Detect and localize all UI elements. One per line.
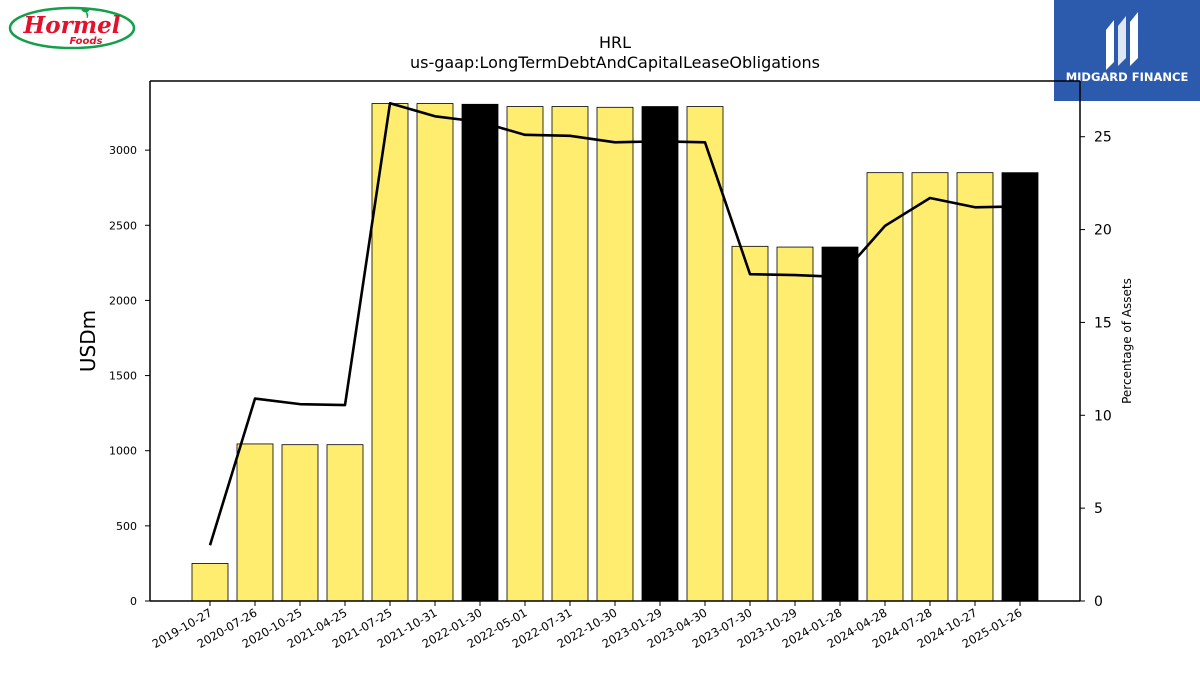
bar-2021-10-31 bbox=[416, 103, 454, 602]
y-tick-label: 500 bbox=[116, 520, 137, 533]
y-right-tick-label: 5 bbox=[1094, 501, 1103, 517]
y-right-tick-label: 0 bbox=[1094, 594, 1103, 610]
bar-2021-07-25 bbox=[371, 103, 409, 602]
bar-2022-07-31 bbox=[551, 106, 589, 602]
chart-subtitle: us-gaap:LongTermDebtAndCapitalLeaseOblig… bbox=[410, 53, 820, 72]
bar-2020-07-26 bbox=[236, 443, 274, 602]
bar-2021-04-25 bbox=[326, 444, 364, 602]
bar-2024-01-28 bbox=[821, 246, 859, 602]
y-tick-label: 0 bbox=[130, 595, 137, 608]
bar-2023-01-29 bbox=[641, 106, 679, 602]
y-axis-label: USDm bbox=[76, 310, 100, 372]
y-right-tick-label: 20 bbox=[1094, 223, 1112, 239]
bar-2020-10-25 bbox=[281, 444, 319, 602]
midgard-mark-icon bbox=[1106, 12, 1138, 70]
midgard-logo-text: MIDGARD FINANCE bbox=[1066, 70, 1189, 84]
y-tick-label: 2000 bbox=[109, 294, 137, 307]
bar-2024-10-27 bbox=[956, 172, 994, 602]
hormel-logo-text: Hormel bbox=[23, 12, 121, 39]
y-tick-label: 2500 bbox=[109, 219, 137, 232]
hormel-foods-logo: Hormel Foods bbox=[8, 6, 136, 50]
y-tick-label: 3000 bbox=[109, 144, 137, 157]
bar-2023-10-29 bbox=[776, 246, 814, 602]
percent-of-assets-line bbox=[208, 101, 1021, 546]
hormel-logo-subtext: Foods bbox=[70, 36, 103, 47]
leaf-icon bbox=[81, 8, 90, 19]
bars-group bbox=[191, 103, 1039, 602]
bar-2025-01-26 bbox=[1001, 172, 1039, 602]
line-group bbox=[208, 101, 1021, 546]
y-right-tick-label: 25 bbox=[1094, 130, 1112, 146]
y-tick-label: 1000 bbox=[109, 445, 137, 458]
chart-title: HRL bbox=[599, 33, 631, 52]
bar-2024-07-28 bbox=[911, 172, 949, 602]
y-axis-right-label: Percentage of Assets bbox=[1120, 278, 1134, 404]
bar-2023-07-30 bbox=[731, 245, 769, 602]
bar-2022-10-30 bbox=[596, 106, 634, 602]
bar-2024-04-28 bbox=[866, 172, 904, 602]
bar-2022-01-30 bbox=[461, 103, 499, 602]
bar-2022-05-01 bbox=[506, 106, 544, 602]
y-right-tick-label: 15 bbox=[1094, 315, 1112, 331]
midgard-finance-logo: MIDGARD FINANCE bbox=[1054, 0, 1200, 101]
bar-2019-10-27 bbox=[191, 563, 229, 602]
y-right-tick-label: 10 bbox=[1094, 408, 1112, 424]
bar-2023-04-30 bbox=[686, 106, 724, 602]
y-tick-label: 1500 bbox=[109, 370, 137, 383]
